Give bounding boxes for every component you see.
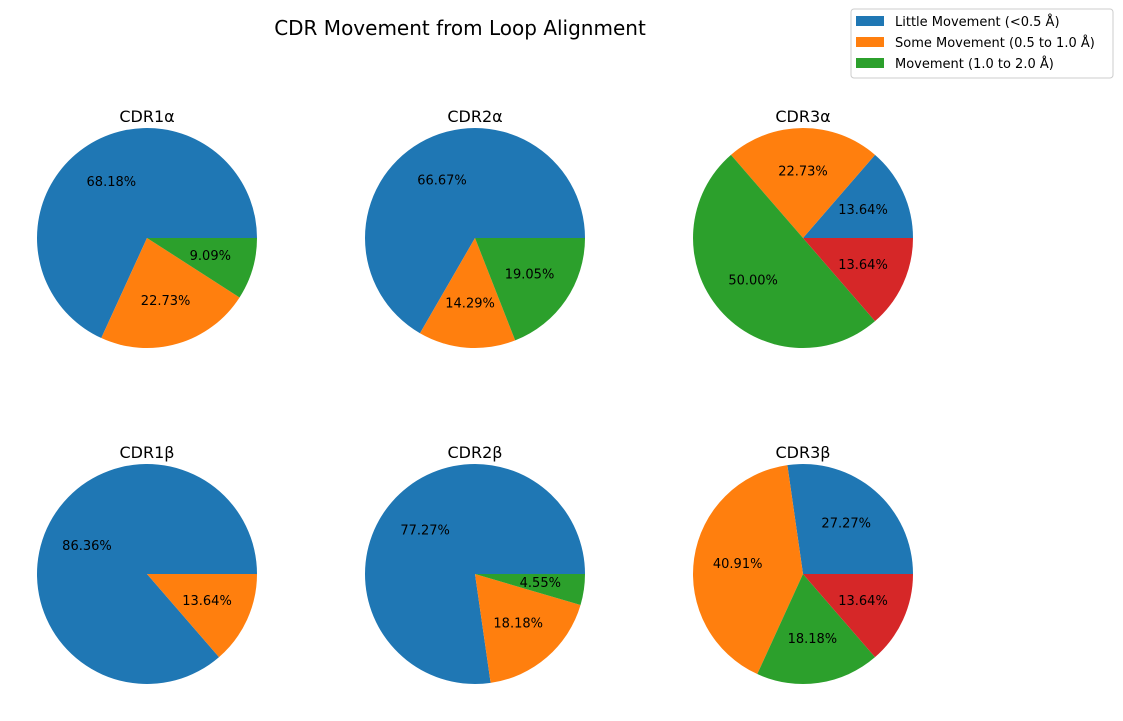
legend-swatch	[856, 37, 884, 47]
slice-percent-label: 66.67%	[417, 173, 467, 188]
legend-label: Movement (1.0 to 2.0 Å)	[895, 56, 1054, 72]
pie-title: CDR1α	[119, 107, 174, 126]
legend-frame	[850, 8, 1114, 79]
slice-percent-label: 18.18%	[493, 616, 543, 631]
legend: Little Movement (<0.5 Å) Some Movement (0…	[850, 8, 1114, 79]
pie-2: CDR2α 66.67% 14.29% 19.05%	[365, 107, 585, 348]
slice-percent-label: 68.18%	[87, 175, 137, 190]
slice-percent-label: 13.64%	[838, 594, 888, 609]
pie-slice	[787, 464, 913, 574]
pie-slice	[803, 154, 913, 238]
slice-percent-label: 86.36%	[62, 539, 112, 554]
pie-slice	[36, 127, 258, 339]
pie-slice	[803, 574, 913, 658]
pie-slice	[419, 238, 516, 348]
slice-percent-label: 13.64%	[182, 594, 232, 609]
legend-swatch	[856, 58, 884, 68]
pie-4: CDR1β 86.36% 13.64%	[37, 443, 257, 685]
slice-percent-label: 18.18%	[788, 632, 838, 647]
legend-label: Some Movement (0.5 to 1.0 Å)	[895, 35, 1095, 51]
pie-slice	[693, 465, 803, 675]
pie-title: CDR3β	[776, 443, 831, 462]
slice-percent-label: 13.64%	[838, 258, 888, 273]
slice-percent-label: 40.91%	[713, 557, 763, 572]
pie-slice	[37, 464, 257, 685]
pie-slice	[475, 574, 585, 606]
pie-title: CDR3α	[775, 107, 830, 126]
pie-6: CDR3β 27.27% 40.91% 18.18% 13.64%	[693, 443, 913, 684]
pie-slice	[475, 574, 581, 683]
slice-percent-label: 27.27%	[821, 517, 871, 532]
figure-title: CDR Movement from Loop Alignment	[274, 16, 646, 40]
pie-slice	[693, 154, 876, 348]
pie-title: CDR1β	[120, 443, 175, 462]
slice-percent-label: 4.55%	[520, 576, 561, 591]
pie-slice	[803, 238, 913, 322]
pies-group: CDR1α 68.18% 22.73% 9.09% CDR2α 66.67% 14.29% 1…	[36, 107, 913, 685]
pie-slice	[757, 574, 876, 684]
pie-slice	[475, 238, 585, 341]
legend-swatch	[856, 16, 884, 26]
pie-title: CDR2α	[447, 107, 502, 126]
pie-title: CDR2β	[448, 443, 503, 462]
pie-3: CDR3α 13.64% 22.73% 50.00% 13.64%	[693, 107, 913, 348]
pie-slice	[147, 574, 257, 658]
slice-percent-label: 19.05%	[505, 268, 555, 283]
pie-slice	[730, 127, 876, 238]
pie-5: CDR2β 77.27% 18.18% 4.55%	[365, 443, 585, 685]
slice-percent-label: 22.73%	[778, 165, 828, 180]
slice-percent-label: 13.64%	[838, 203, 888, 218]
legend-label: Little Movement (<0.5 Å)	[895, 14, 1060, 30]
slice-percent-label: 77.27%	[400, 523, 450, 538]
pie-slice	[365, 127, 585, 334]
slice-percent-label: 50.00%	[728, 274, 778, 289]
slice-percent-label: 22.73%	[141, 294, 191, 309]
pie-1: CDR1α 68.18% 22.73% 9.09%	[36, 107, 258, 348]
slice-percent-label: 14.29%	[445, 296, 495, 311]
slice-percent-label: 9.09%	[190, 249, 231, 264]
pie-slice	[101, 238, 240, 348]
pie-slice	[147, 238, 257, 298]
